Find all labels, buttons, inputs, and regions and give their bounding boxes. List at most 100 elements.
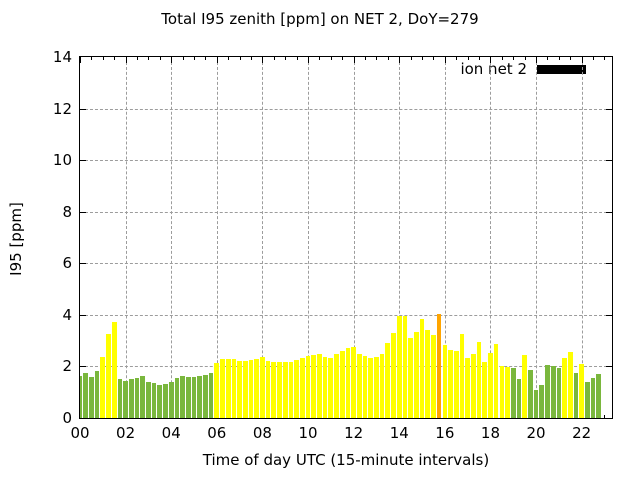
x-tick-mark	[125, 57, 127, 63]
y-tick-mark	[606, 366, 612, 368]
bar	[260, 357, 265, 418]
x-tick-mark	[558, 57, 560, 60]
bar	[465, 358, 470, 418]
x-tick-label: 04	[161, 424, 181, 442]
x-tick-mark	[467, 57, 469, 60]
y-tick-mark	[606, 314, 612, 316]
v-gridline	[444, 57, 446, 418]
y-tick-label: 2	[62, 357, 72, 376]
x-tick-mark	[604, 415, 606, 418]
x-tick-mark	[581, 57, 583, 63]
bar	[111, 322, 117, 418]
x-tick-mark	[171, 57, 173, 63]
bar	[140, 375, 146, 418]
x-tick-mark	[273, 57, 275, 60]
bar	[556, 368, 562, 418]
x-tick-mark	[228, 57, 230, 60]
v-gridline	[353, 57, 355, 418]
bar	[288, 362, 294, 418]
x-tick-label: 08	[252, 424, 272, 442]
y-tick-label: 0	[62, 409, 72, 427]
legend-swatch	[537, 65, 586, 74]
bar	[505, 366, 510, 418]
y-tick-mark	[606, 263, 612, 265]
bar	[151, 383, 157, 418]
bar	[448, 350, 453, 418]
bar	[533, 389, 539, 418]
h-gridline	[80, 108, 612, 110]
bar	[191, 376, 197, 418]
x-tick-mark	[444, 57, 446, 63]
bar	[425, 330, 431, 418]
bar	[225, 358, 231, 418]
bar	[379, 353, 385, 418]
bar	[282, 361, 288, 418]
bar	[408, 338, 413, 418]
bar	[83, 373, 89, 418]
x-tick-mark	[308, 57, 310, 63]
bar	[163, 383, 168, 418]
bar	[128, 378, 134, 418]
legend: ion net 2	[460, 62, 586, 77]
bar	[80, 375, 83, 418]
plot-area: ion net 2	[79, 56, 613, 419]
bar	[322, 357, 328, 418]
bar	[402, 316, 408, 418]
x-tick-mark	[376, 57, 378, 60]
x-tick-mark	[570, 57, 572, 60]
bar	[168, 381, 174, 418]
v-gridline	[536, 57, 538, 418]
y-tick-mark	[80, 366, 86, 368]
bar	[482, 361, 488, 418]
x-tick-mark	[342, 57, 344, 60]
x-tick-label: 14	[389, 424, 409, 442]
bar	[522, 354, 527, 418]
h-gridline	[80, 263, 612, 265]
bar	[459, 334, 465, 418]
bar	[596, 374, 602, 418]
y-tick-mark	[80, 211, 86, 213]
bar	[305, 355, 311, 418]
chart-title: Total I95 zenith [ppm] on NET 2, DoY=279	[161, 10, 479, 28]
bar	[94, 370, 100, 418]
x-tick-mark	[387, 57, 389, 60]
bar	[174, 378, 180, 418]
x-tick-mark	[285, 57, 287, 60]
x-tick-mark	[251, 57, 253, 60]
bar	[442, 344, 448, 418]
y-axis-label: I95 [ppm]	[7, 202, 25, 276]
x-tick-label: 22	[572, 424, 592, 442]
x-tick-mark	[91, 57, 93, 60]
x-tick-mark	[137, 57, 138, 60]
x-tick-mark	[433, 57, 435, 60]
y-tick-mark	[80, 108, 86, 110]
bar	[146, 381, 151, 418]
x-tick-mark	[262, 57, 264, 63]
bar	[436, 313, 442, 418]
bar	[362, 356, 368, 418]
bar	[345, 347, 351, 418]
bar	[242, 360, 248, 418]
x-tick-mark	[501, 57, 503, 60]
bar	[368, 358, 374, 418]
x-tick-mark	[490, 57, 492, 63]
bar	[231, 359, 237, 418]
bar	[214, 362, 220, 418]
x-tick-mark	[604, 57, 606, 60]
y-tick-mark	[80, 263, 86, 265]
bar	[476, 341, 482, 418]
y-tick-mark	[80, 314, 86, 316]
y-tick-mark	[606, 160, 612, 162]
bar	[385, 343, 391, 418]
x-tick-mark	[353, 57, 355, 63]
x-tick-mark	[159, 57, 161, 60]
bar	[351, 346, 356, 418]
x-tick-mark	[479, 57, 481, 60]
v-gridline	[216, 57, 218, 418]
x-tick-label: 16	[435, 424, 455, 442]
bar	[197, 375, 203, 418]
bar	[590, 378, 596, 418]
y-tick-label: 10	[52, 151, 72, 170]
bar	[134, 377, 140, 418]
bar	[277, 362, 282, 418]
